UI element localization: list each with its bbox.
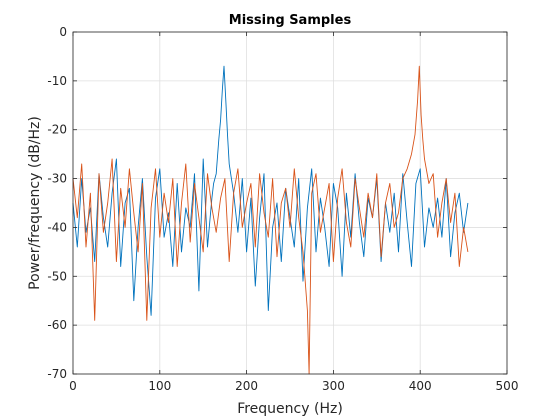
x-tick-label: 300 [322, 379, 345, 393]
x-tick-label: 0 [69, 379, 77, 393]
x-tick-label: 200 [235, 379, 258, 393]
y-tick-label: -40 [47, 220, 67, 234]
x-tick-label: 400 [409, 379, 432, 393]
chart-title: Missing Samples [229, 13, 352, 28]
y-tick-label: -60 [47, 318, 67, 332]
x-axis-label: Frequency (Hz) [237, 401, 343, 417]
y-tick-label: -50 [47, 269, 67, 283]
y-axis-label: Power/frequency (dB/Hz) [27, 116, 43, 290]
y-tick-label: -10 [47, 74, 67, 88]
series-group [72, 65, 469, 375]
series-line-2 [72, 65, 469, 375]
y-tick-label: 0 [59, 25, 67, 39]
y-tick-label: -30 [47, 172, 67, 186]
axis-ticks: 0 100 200 300 400 500 -70 -60 -50 -40 -30 -20 -10 0 [47, 25, 518, 393]
series-line-1 [72, 65, 469, 316]
y-tick-label: -20 [47, 123, 67, 137]
plot-frame [72, 31, 508, 375]
y-tick-label: -70 [47, 367, 67, 381]
x-tick-label: 500 [496, 379, 519, 393]
x-tick-label: 100 [148, 379, 171, 393]
plot-area [73, 32, 507, 374]
